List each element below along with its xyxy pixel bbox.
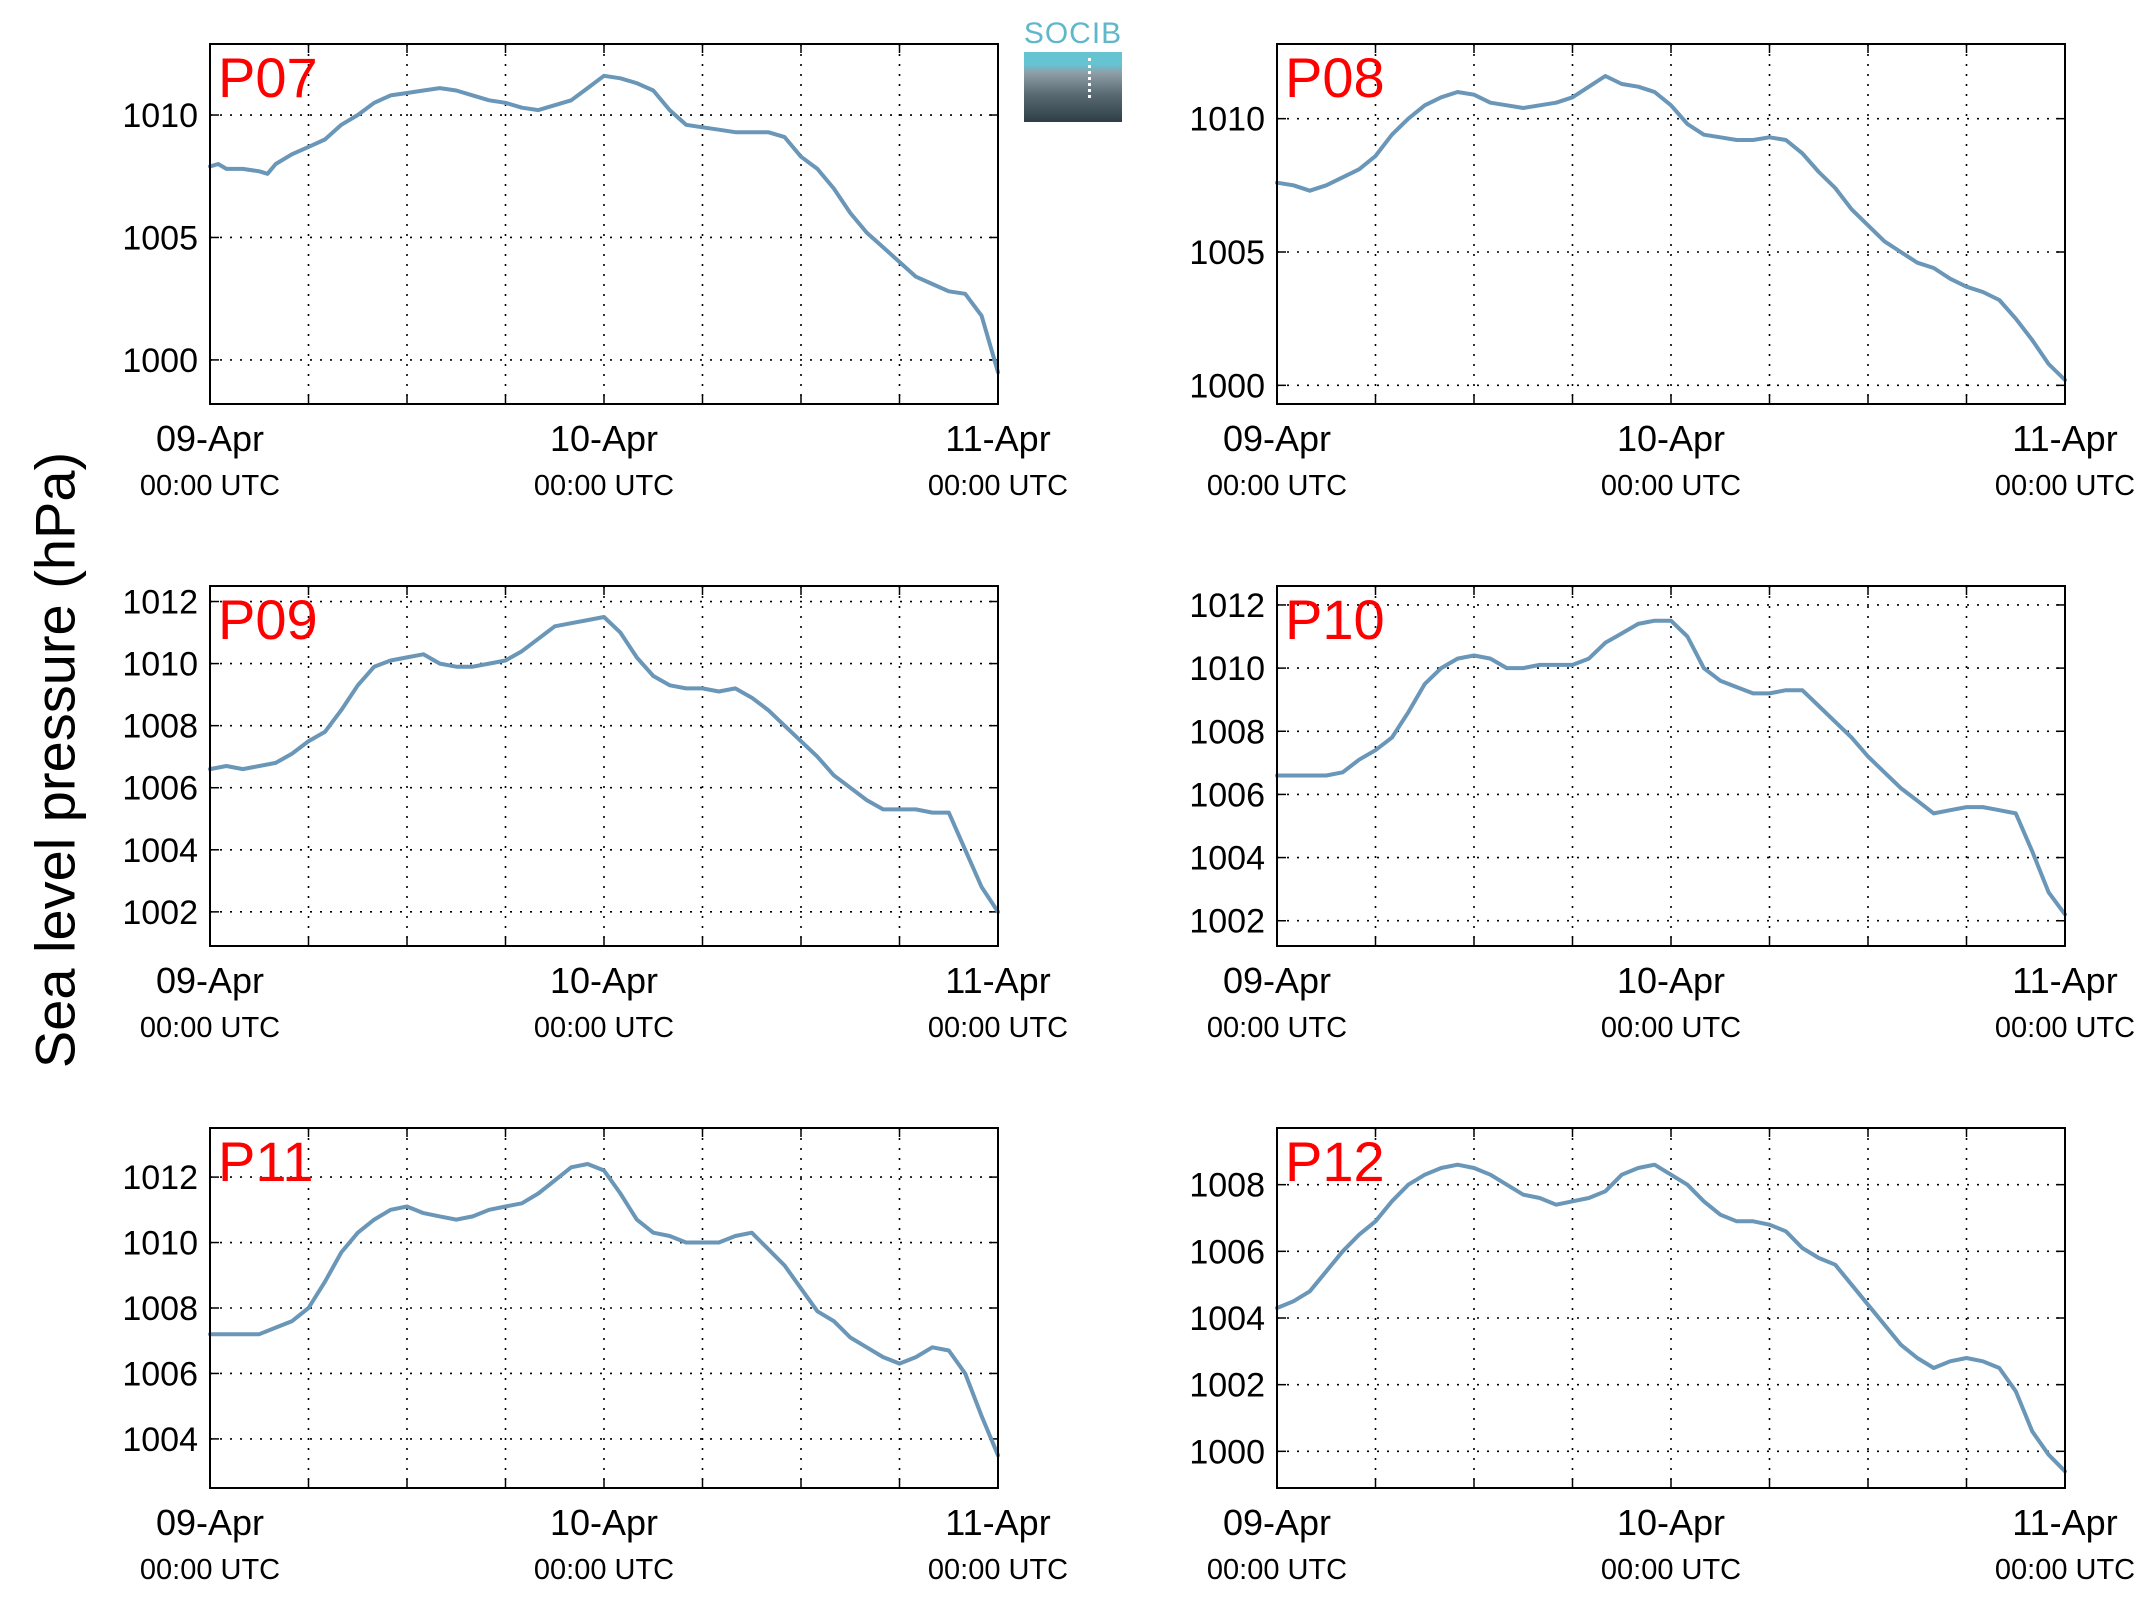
y-tick-label: 1010 [122,97,198,135]
x-tick-label-time: 00:00 UTC [1995,1012,2135,1044]
panel-p08: 1000 1005 1010 09-Apr 00:00 UTC 10-Apr 00:00 U… [1189,43,2135,502]
y-tick-label: 1000 [1189,1433,1265,1471]
series-line [208,615,1000,914]
axes-frame [1276,43,2066,405]
y-tick-label: 1002 [1189,903,1265,941]
x-tick-label-date: 11-Apr [945,418,1050,459]
series-line [208,1162,1000,1458]
y-tick-label: 1012 [1189,587,1265,625]
y-tick-label: 1008 [122,1290,198,1328]
x-tick-label-date: 11-Apr [2012,1502,2117,1543]
axes-frame [209,43,999,405]
y-tick-label: 1006 [122,770,198,808]
y-tick-label: 1000 [122,342,198,380]
y-tick-label: 1008 [1189,713,1265,751]
y-tick-label: 1002 [1189,1367,1265,1405]
x-tick-label-time: 00:00 UTC [1601,1554,1741,1586]
axes-frame [209,585,999,947]
x-tick-label-date: 09-Apr [156,1502,264,1543]
axes-frame [209,1127,999,1489]
panel-p11: 1004 1006 1008 1010 1012 09-Apr 00:00 UTC 10-Ap… [122,1127,1068,1586]
series-line [1275,618,2067,917]
x-tick-label-time: 00:00 UTC [534,1012,674,1044]
x-tick-label-date: 09-Apr [1223,1502,1331,1543]
y-tick-label: 1002 [122,894,198,932]
x-tick-label-time: 00:00 UTC [534,470,674,502]
x-tick-label-time: 00:00 UTC [928,1554,1068,1586]
x-tick-label-date: 10-Apr [550,418,658,459]
x-tick-label-date: 11-Apr [2012,418,2117,459]
x-tick-label-time: 00:00 UTC [1995,1554,2135,1586]
x-tick-label-time: 00:00 UTC [928,470,1068,502]
y-tick-label: 1006 [1189,776,1265,814]
panel-p09: 1002 1004 1006 1008 1010 1012 09-Apr 00:00 UTC 1… [122,584,1068,1044]
series-line [1275,1162,2067,1474]
x-tick-label-date: 11-Apr [945,1502,1050,1543]
x-tick-label-time: 00:00 UTC [140,470,280,502]
axes-frame [1276,585,2066,947]
x-tick-label-time: 00:00 UTC [140,1012,280,1044]
x-tick-label-time: 00:00 UTC [140,1554,280,1586]
x-tick-label-date: 10-Apr [550,1502,658,1543]
x-tick-label-date: 09-Apr [1223,960,1331,1001]
station-label: P07 [218,46,318,109]
x-tick-label-time: 00:00 UTC [534,1554,674,1586]
x-tick-label-date: 10-Apr [550,960,658,1001]
x-tick-label-time: 00:00 UTC [928,1012,1068,1044]
x-tick-label-time: 00:00 UTC [1601,470,1741,502]
x-tick-label-date: 10-Apr [1617,1502,1725,1543]
y-tick-label: 1008 [1189,1167,1265,1205]
series-line [208,73,1000,375]
station-label: P11 [218,1130,313,1193]
station-label: P09 [218,588,318,651]
x-tick-label-date: 09-Apr [156,960,264,1001]
y-tick-label: 1010 [122,646,198,684]
y-tick-label: 1004 [1189,1300,1265,1338]
y-tick-label: 1010 [122,1225,198,1263]
y-tick-label: 1012 [122,584,198,622]
axes-frame [1276,1127,2066,1489]
y-tick-label: 1010 [1189,650,1265,688]
station-label: P08 [1285,46,1385,109]
y-tick-label: 1008 [122,708,198,746]
x-tick-label-date: 10-Apr [1617,960,1725,1001]
y-tick-label: 1005 [122,219,198,257]
y-tick-label: 1006 [1189,1233,1265,1271]
x-tick-label-date: 09-Apr [156,418,264,459]
x-tick-label-time: 00:00 UTC [1995,470,2135,502]
panel-p12: 1000 1002 1004 1006 1008 09-Apr 00:00 UTC 10-Ap… [1189,1127,2135,1586]
y-tick-label: 1004 [122,1421,198,1459]
x-tick-label-time: 00:00 UTC [1207,1554,1347,1586]
x-tick-label-time: 00:00 UTC [1207,1012,1347,1044]
y-tick-label: 1012 [122,1159,198,1197]
socib-logo: SOCIB [1020,18,1126,122]
station-label: P12 [1285,1130,1385,1193]
x-tick-label-date: 11-Apr [945,960,1050,1001]
y-tick-label: 1010 [1189,101,1265,139]
logo-dotted-line [1088,58,1091,98]
x-tick-label-time: 00:00 UTC [1207,470,1347,502]
y-tick-label: 1006 [122,1355,198,1393]
panel-p10: 1002 1004 1006 1008 1010 1012 09-Apr 00:00 UTC 1… [1189,585,2135,1044]
y-tick-label: 1004 [1189,840,1265,878]
y-tick-label: 1000 [1189,367,1265,405]
x-tick-label-date: 10-Apr [1617,418,1725,459]
x-tick-label-date: 09-Apr [1223,418,1331,459]
y-tick-label: 1005 [1189,234,1265,272]
station-label: P10 [1285,588,1385,651]
y-tick-label: 1004 [122,832,198,870]
logo-box [1024,52,1122,122]
x-tick-label-time: 00:00 UTC [1601,1012,1741,1044]
logo-text: SOCIB [1023,17,1123,50]
series-line [1275,74,2067,382]
x-tick-label-date: 11-Apr [2012,960,2117,1001]
panel-p07: 1000 1005 1010 09-Apr 00:00 UTC 10-Apr 00:00 U… [122,43,1068,502]
